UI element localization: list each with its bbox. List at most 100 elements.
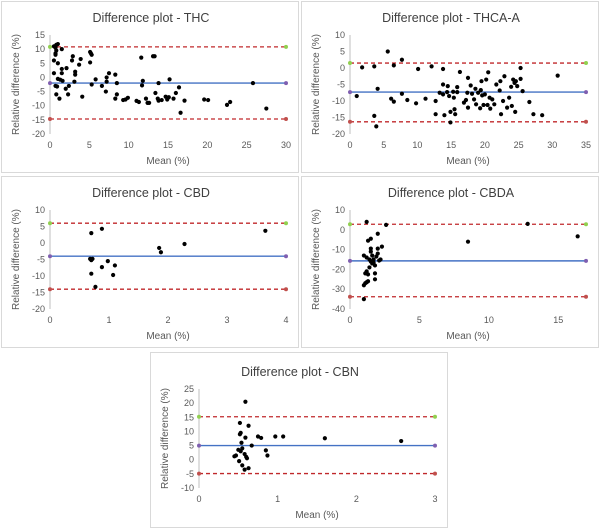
data-point bbox=[238, 430, 243, 435]
data-point bbox=[152, 54, 157, 59]
data-point bbox=[437, 90, 442, 95]
data-point bbox=[525, 221, 530, 226]
data-point bbox=[73, 72, 78, 77]
data-point bbox=[423, 96, 428, 101]
upper-limit-marker bbox=[348, 222, 352, 227]
data-point bbox=[372, 64, 377, 69]
data-point bbox=[531, 112, 536, 117]
data-point bbox=[114, 92, 119, 97]
data-point bbox=[322, 436, 327, 441]
y-axis-label: Relative difference (%) bbox=[11, 209, 22, 310]
lower-limit-marker bbox=[584, 294, 588, 299]
y-tick-label: -20 bbox=[32, 129, 45, 139]
data-point bbox=[244, 456, 250, 461]
data-point bbox=[502, 74, 507, 79]
data-point bbox=[176, 85, 182, 90]
data-point bbox=[457, 69, 463, 75]
data-point bbox=[365, 272, 371, 277]
data-point bbox=[54, 92, 59, 97]
data-point bbox=[72, 79, 77, 84]
data-point bbox=[157, 245, 162, 251]
data-point bbox=[444, 89, 450, 95]
upper-limit-marker bbox=[48, 221, 52, 226]
data-point bbox=[497, 88, 502, 93]
data-point bbox=[469, 91, 475, 96]
data-point bbox=[498, 79, 503, 84]
y-tick-label: 5 bbox=[340, 47, 345, 57]
y-tick-label: -5 bbox=[37, 255, 45, 265]
data-point bbox=[66, 83, 71, 89]
data-point bbox=[451, 89, 456, 94]
y-tick-label: 5 bbox=[40, 58, 45, 68]
data-point bbox=[54, 84, 60, 89]
data-point bbox=[243, 435, 248, 440]
data-point bbox=[555, 73, 560, 78]
data-point bbox=[372, 113, 377, 118]
y-tick-label: -5 bbox=[337, 80, 345, 90]
data-point bbox=[159, 97, 164, 103]
data-point bbox=[237, 459, 242, 464]
data-point bbox=[259, 435, 264, 441]
data-point bbox=[113, 96, 118, 101]
data-point bbox=[156, 98, 161, 103]
x-tick-label: 10 bbox=[484, 315, 494, 325]
data-point bbox=[365, 279, 371, 284]
data-point bbox=[233, 453, 239, 458]
data-point bbox=[486, 70, 491, 75]
mean-marker bbox=[48, 254, 52, 259]
x-tick-label: 20 bbox=[480, 140, 490, 150]
data-point bbox=[478, 88, 483, 93]
upper-limit-marker bbox=[348, 61, 352, 66]
x-tick-label: 0 bbox=[347, 315, 352, 325]
data-point bbox=[368, 236, 373, 241]
chart-svg: Difference plot - CBDA -40 -30 -20 -10 0 10 0 5 1… bbox=[311, 186, 588, 342]
data-point bbox=[379, 244, 385, 249]
data-point bbox=[106, 71, 112, 76]
x-tick-label: 20 bbox=[202, 140, 212, 150]
data-point bbox=[375, 86, 380, 91]
data-point bbox=[59, 66, 64, 72]
data-point bbox=[51, 71, 57, 76]
y-tick-label: -10 bbox=[32, 271, 45, 281]
data-point bbox=[239, 440, 244, 445]
chart-panel-cbn: Difference plot - CBN -10 -5 0 5 10 15 20 25 0 1 2 3… bbox=[150, 352, 448, 528]
chart-svg: Difference plot - THC -20 -15 -10 -5 0 5 10 15 0 5… bbox=[11, 11, 291, 167]
data-point bbox=[375, 251, 380, 256]
mean-marker bbox=[197, 443, 201, 448]
x-tick-label: 1 bbox=[106, 315, 111, 325]
chart-panel-cbda: Difference plot - CBDA -40 -30 -20 -10 0 10 0 5 1… bbox=[301, 176, 599, 348]
data-point bbox=[413, 101, 419, 106]
x-tick-label: 30 bbox=[547, 140, 557, 150]
y-tick-label: 0 bbox=[340, 225, 345, 235]
data-point bbox=[452, 107, 457, 112]
y-tick-label: 0 bbox=[40, 72, 45, 82]
x-tick-label: 10 bbox=[124, 140, 134, 150]
y-tick-label: 5 bbox=[189, 441, 194, 451]
data-point bbox=[153, 90, 158, 96]
data-point bbox=[440, 66, 446, 72]
data-point bbox=[112, 263, 117, 268]
data-point bbox=[484, 77, 489, 82]
mean-marker bbox=[348, 90, 352, 95]
x-tick-label: 1 bbox=[275, 494, 280, 504]
upper-limit-marker bbox=[284, 44, 288, 49]
lower-limit-marker bbox=[284, 287, 288, 292]
data-point bbox=[368, 246, 373, 251]
data-point bbox=[399, 57, 405, 62]
data-point bbox=[399, 438, 404, 444]
data-point bbox=[59, 71, 64, 76]
data-point bbox=[51, 58, 57, 63]
data-point bbox=[445, 84, 450, 89]
data-point bbox=[465, 105, 471, 110]
data-point bbox=[360, 65, 365, 70]
y-tick-label: 10 bbox=[335, 205, 345, 215]
data-point bbox=[385, 49, 390, 54]
data-point bbox=[490, 97, 495, 102]
data-point bbox=[139, 55, 144, 60]
y-tick-label: 0 bbox=[40, 238, 45, 248]
mean-marker bbox=[348, 258, 352, 263]
y-tick-label: -20 bbox=[32, 304, 45, 314]
x-tick-label: 30 bbox=[281, 140, 291, 150]
data-point bbox=[77, 62, 82, 67]
data-point bbox=[111, 272, 116, 278]
